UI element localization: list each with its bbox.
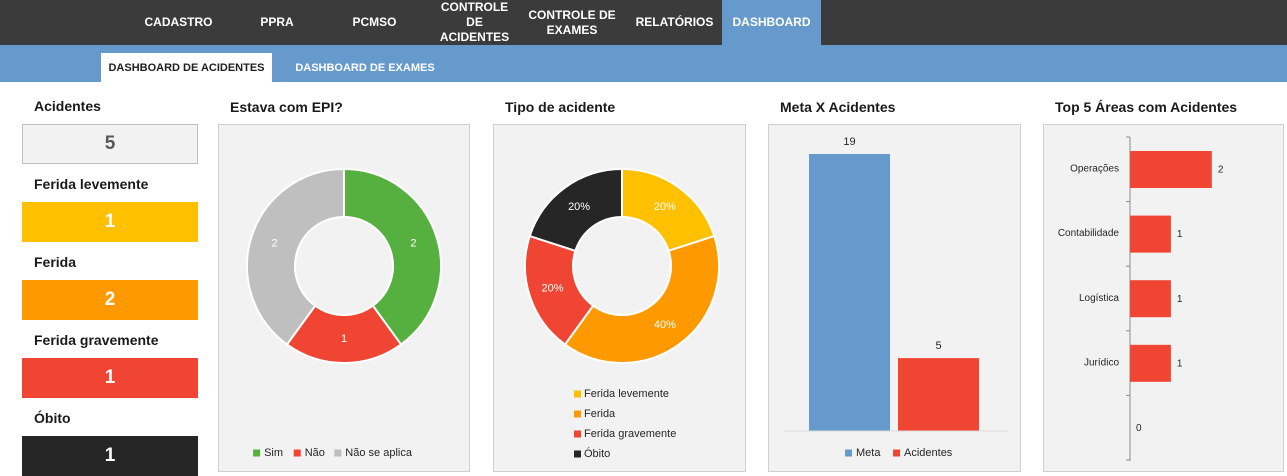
nav-item-controle-de-exames[interactable]: CONTROLE DE EXAMES (528, 7, 616, 37)
bar-contabilidade (1130, 215, 1171, 253)
slice-nao-se-aplica (246, 167, 345, 346)
legend-label-meta: Meta (856, 447, 881, 459)
kpi-value-obito: 1 (22, 436, 198, 476)
kpi-value-acidentes: 5 (22, 124, 198, 164)
kpi-value-ferida-gravemente: 1 (22, 358, 198, 398)
bar-logistica (1130, 280, 1171, 318)
chart-title-top5: Top 5 Áreas com Acidentes (1055, 99, 1238, 115)
kpi-label-ferida-levemente: Ferida levemente (34, 176, 149, 192)
epi-chart-panel: 2 1 2 Sim Não Não se aplica (218, 124, 470, 472)
meta-bar-chart: 19 5 Meta Acidentes (784, 136, 1007, 459)
data-label-ferida: 40% (654, 319, 676, 331)
legend-label-ferida-gravemente: Ferida gravemente (584, 428, 676, 440)
data-label-nao-se-aplica: 2 (272, 237, 278, 249)
bar-acidentes (898, 358, 979, 431)
chart-title-meta: Meta X Acidentes (780, 99, 896, 115)
chart-title-epi: Estava com EPI? (230, 99, 343, 115)
subtab-dashboard-de-exames[interactable]: DASHBOARD DE EXAMES (295, 61, 435, 74)
nav-item-ppra[interactable]: PPRA (260, 15, 294, 29)
meta-chart-panel: 19 5 Meta Acidentes (768, 124, 1021, 472)
bar-value-acidentes: 5 (935, 340, 941, 352)
sub-navigation-bar: DASHBOARD DE ACIDENTES DASHBOARD DE EXAME… (0, 45, 1287, 82)
tipo-donut-chart: 20% 40% 20% 20% Ferida levemente Ferida Ferida… (524, 167, 720, 460)
category-label-juridico: Jurídico (1084, 357, 1119, 368)
bar-operacoes (1130, 151, 1212, 188)
data-label-sim: 2 (410, 237, 416, 249)
legend-swatch-ferida-gravemente (574, 430, 581, 438)
bar-value-juridico: 1 (1177, 358, 1183, 369)
legend-label-ferida: Ferida (584, 408, 616, 420)
tipo-chart-panel: 20% 40% 20% 20% Ferida levemente Ferida Ferida… (493, 124, 746, 472)
category-label-logistica: Logística (1079, 293, 1119, 304)
top5-bar-chart: 2 Operações 1 Contabilidade 1 Logística 1 Juríd… (1058, 136, 1224, 461)
kpi-value-ferida-levemente: 1 (22, 202, 198, 242)
bar-meta (809, 154, 890, 431)
kpi-label-ferida-gravemente: Ferida gravemente (34, 332, 159, 348)
bar-juridico (1130, 344, 1171, 382)
kpi-value-ferida: 2 (22, 280, 198, 320)
legend-label-nao-se-aplica: Não se aplica (345, 447, 413, 459)
legend-label-obito: Óbito (584, 447, 610, 460)
data-label-nao: 1 (341, 333, 347, 345)
legend-swatch-meta (845, 449, 852, 457)
category-label-operacoes: Operações (1070, 164, 1119, 175)
data-label-obito: 20% (568, 201, 590, 213)
legend-swatch-acidentes (893, 449, 900, 457)
chart-title-tipo: Tipo de acidente (505, 99, 616, 115)
nav-item-dashboard[interactable]: DASHBOARD (722, 0, 821, 45)
kpi-label-obito: Óbito (34, 410, 71, 426)
legend-swatch-ferida-levemente (574, 390, 581, 398)
legend-swatch-obito (574, 450, 581, 458)
nav-item-cadastro[interactable]: CADASTRO (144, 15, 213, 29)
bar-value-meta: 19 (843, 136, 855, 148)
subtab-dashboard-de-acidentes[interactable]: DASHBOARD DE ACIDENTES (101, 53, 272, 82)
category-label-contabilidade: Contabilidade (1058, 228, 1120, 239)
top-navigation-bar: CADASTRO PPRA PCMSO CONTROLE DE ACIDENTES CO… (0, 0, 1287, 45)
legend-swatch-sim (253, 449, 261, 457)
slice-ferida (563, 234, 720, 364)
legend-swatch-ferida (574, 410, 581, 418)
legend-label-ferida-levemente: Ferida levemente (584, 388, 669, 400)
epi-donut-chart: 2 1 2 Sim Não Não se aplica (246, 167, 442, 459)
kpi-label-ferida: Ferida (34, 254, 77, 270)
legend-swatch-nao-se-aplica (334, 449, 342, 457)
bar-value-contabilidade: 1 (1177, 229, 1183, 240)
data-label-ferida-levemente: 20% (654, 201, 676, 213)
legend-swatch-nao (293, 449, 301, 457)
bar-value-logistica: 1 (1177, 294, 1183, 305)
bar-value-operacoes: 2 (1218, 165, 1224, 176)
nav-item-controle-de-acidentes[interactable]: CONTROLE DE ACIDENTES (439, 0, 510, 44)
legend-label-acidentes: Acidentes (904, 447, 953, 459)
legend-label-sim: Sim (264, 447, 283, 459)
kpi-label-acidentes: Acidentes (34, 98, 101, 114)
top5-chart-panel: 2 Operações 1 Contabilidade 1 Logística 1 Juríd… (1043, 124, 1284, 472)
legend-label-nao: Não (305, 447, 325, 459)
nav-item-pcmso[interactable]: PCMSO (352, 15, 397, 29)
slice-obito (528, 167, 623, 253)
bar-value-empty: 0 (1136, 423, 1142, 434)
nav-item-relatorios[interactable]: RELATÓRIOS (635, 15, 714, 29)
data-label-ferida-gravemente: 20% (542, 282, 564, 294)
slice-sim (343, 167, 442, 346)
